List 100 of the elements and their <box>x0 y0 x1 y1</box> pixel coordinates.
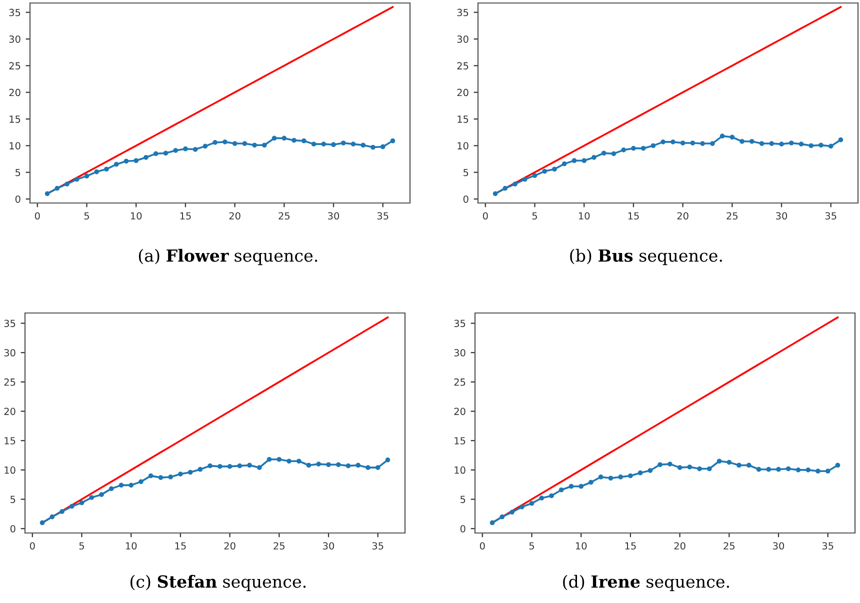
point <box>720 134 725 138</box>
point <box>759 141 764 146</box>
y-tick-label: 30 <box>9 35 20 43</box>
point <box>648 468 653 473</box>
point <box>292 138 296 143</box>
y-tick-label: 35 <box>4 320 16 328</box>
point <box>198 466 203 472</box>
point <box>50 514 55 520</box>
point <box>153 151 158 156</box>
point <box>346 463 351 468</box>
point <box>628 473 633 478</box>
point <box>512 182 518 186</box>
x-tick-label: 30 <box>776 212 788 220</box>
x-tick-label: 35 <box>377 212 388 220</box>
point <box>237 463 242 468</box>
text: (d) Irene sequence. <box>563 574 730 592</box>
point <box>697 466 702 472</box>
point <box>650 143 656 148</box>
point <box>296 458 302 464</box>
point <box>321 142 326 146</box>
point <box>89 495 94 500</box>
point <box>608 476 614 481</box>
point <box>227 464 232 469</box>
point <box>301 138 306 144</box>
point <box>492 191 498 196</box>
point <box>163 150 168 156</box>
y-tick-label: 0 <box>10 525 16 532</box>
y-tick-label: 10 <box>10 142 20 150</box>
point <box>148 473 154 478</box>
y-tick-label: 25 <box>4 378 16 386</box>
y-tick-label: 0 <box>463 195 468 203</box>
point <box>510 510 514 515</box>
point <box>128 482 134 488</box>
point <box>64 182 70 186</box>
y-tick-label: 20 <box>454 408 466 416</box>
point <box>138 479 144 484</box>
point <box>356 462 361 468</box>
y-tick-label: 20 <box>457 88 468 96</box>
x-tick-label: 20 <box>224 542 236 550</box>
text: (a) Flower sequence. <box>138 248 318 266</box>
y-tick-label: 5 <box>464 168 468 176</box>
point <box>108 486 114 492</box>
y-tick-label: 20 <box>4 408 16 416</box>
point <box>212 140 218 145</box>
point <box>366 465 370 470</box>
point <box>598 474 604 480</box>
point <box>286 458 292 464</box>
point <box>706 466 712 472</box>
point <box>611 151 616 156</box>
point <box>568 484 574 489</box>
point <box>806 468 811 472</box>
x-tick-label: 20 <box>674 542 686 550</box>
point <box>816 468 820 474</box>
x-tick-label: 15 <box>175 542 186 550</box>
point <box>40 520 45 526</box>
y-tick-label: 20 <box>9 88 20 96</box>
y-tick-label: 0 <box>15 195 20 203</box>
point <box>218 464 222 469</box>
point <box>700 141 705 146</box>
point <box>311 142 316 146</box>
point <box>502 186 508 191</box>
point <box>690 140 696 146</box>
x-tick-label: 35 <box>825 212 836 220</box>
point <box>118 482 124 488</box>
point <box>69 504 74 509</box>
y-tick-label: 10 <box>454 466 466 474</box>
point <box>779 142 784 146</box>
point <box>562 161 567 166</box>
text: (b) Bus sequence. <box>570 248 722 266</box>
point <box>222 140 228 144</box>
point <box>272 136 277 141</box>
point <box>788 140 794 146</box>
x-tick-label: 0 <box>34 212 40 220</box>
point <box>183 146 188 152</box>
point <box>390 138 396 144</box>
point <box>79 500 84 506</box>
y-tick-label: 30 <box>454 349 466 356</box>
point <box>134 158 139 164</box>
x-tick-label: 30 <box>773 542 784 550</box>
y-tick-label: 25 <box>454 378 466 386</box>
x-tick-label: 0 <box>30 542 35 550</box>
point <box>178 472 183 476</box>
point <box>578 484 584 489</box>
point <box>124 158 129 164</box>
x-tick-label: 20 <box>229 212 240 220</box>
point <box>680 140 686 146</box>
point <box>158 475 164 480</box>
point <box>336 462 341 468</box>
x-tick-label: 0 <box>480 542 485 550</box>
point <box>522 176 528 182</box>
y-tick-label: 15 <box>4 437 16 444</box>
point <box>572 158 577 164</box>
point <box>99 492 104 498</box>
x-tick-label: 15 <box>180 212 191 220</box>
x-tick-label: 25 <box>274 542 284 550</box>
x-tick-label: 20 <box>677 212 688 220</box>
y-tick-label: 10 <box>4 466 16 474</box>
x-tick-label: 10 <box>578 212 590 220</box>
point <box>252 142 257 148</box>
x-tick-label: 5 <box>79 542 84 550</box>
